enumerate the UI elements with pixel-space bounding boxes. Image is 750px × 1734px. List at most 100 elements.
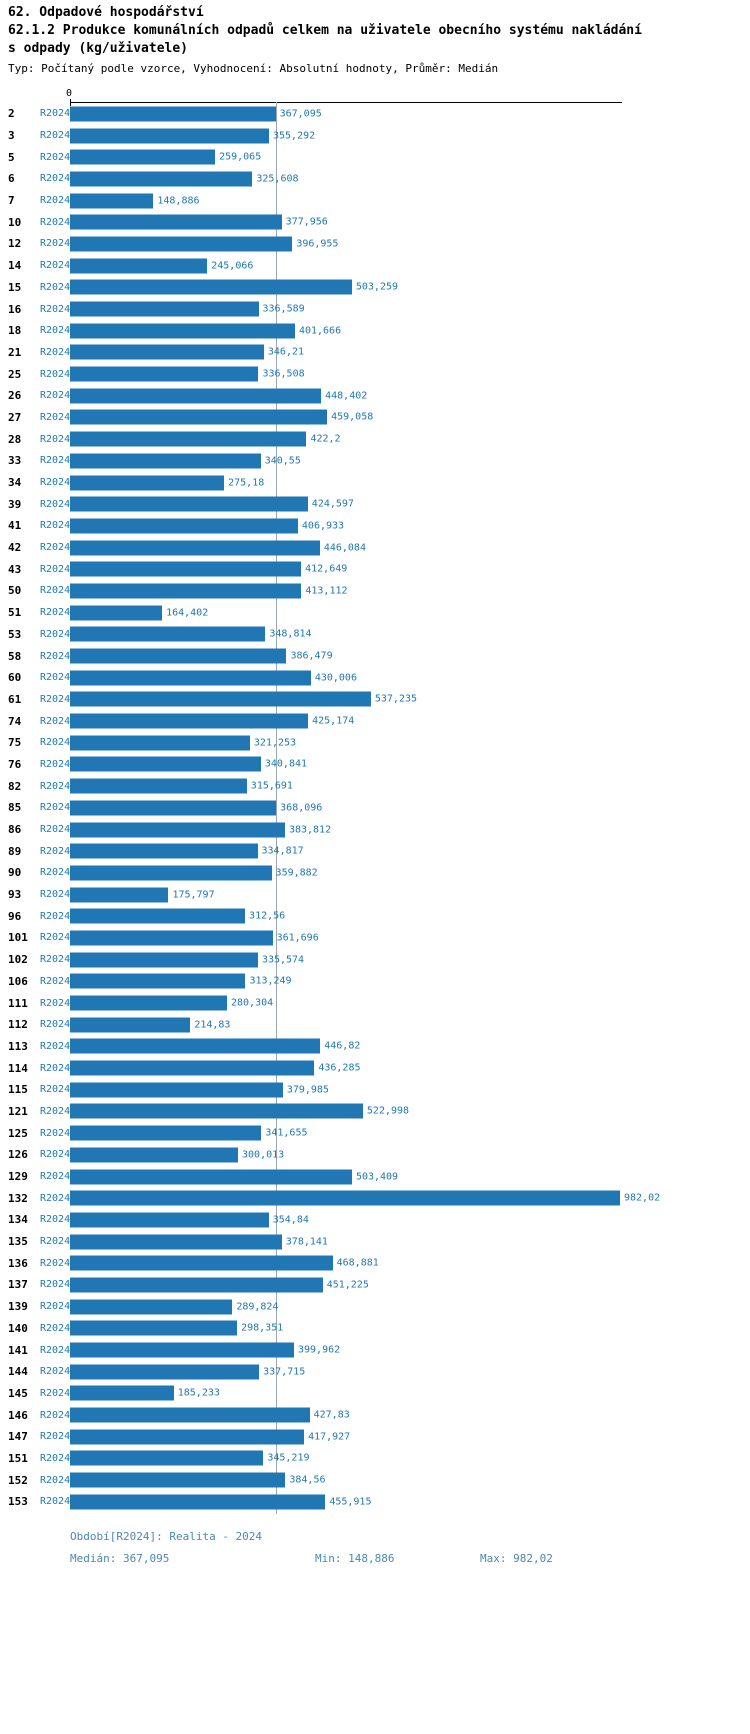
series-label: R2024 <box>40 1171 71 1183</box>
row-category-label: 7 <box>8 194 15 208</box>
bar-value-label: 455,915 <box>329 1496 372 1508</box>
chart-row: 85 R2024 368,096 <box>0 797 750 819</box>
bar-value-label: 341,655 <box>265 1127 308 1139</box>
chart-row: 145 R2024 185,233 <box>0 1383 750 1405</box>
chart-row: 135 R2024 378,141 <box>0 1231 750 1253</box>
value-bar <box>70 518 298 534</box>
chart-row: 114 R2024 436,285 <box>0 1057 750 1079</box>
chart-row: 76 R2024 340,841 <box>0 754 750 776</box>
series-label: R2024 <box>40 1322 71 1334</box>
row-category-label: 76 <box>8 757 22 771</box>
value-bar <box>70 540 320 556</box>
chart-row: 112 R2024 214,83 <box>0 1014 750 1036</box>
chart-row: 43 R2024 412,649 <box>0 558 750 580</box>
row-category-label: 102 <box>8 953 28 967</box>
row-category-label: 113 <box>8 1039 28 1053</box>
row-plot-area: 425,174 <box>70 710 750 732</box>
row-category-label: 129 <box>8 1170 28 1184</box>
row-category-label: 106 <box>8 974 28 988</box>
row-plot-area: 361,696 <box>70 927 750 949</box>
bar-value-label: 148,886 <box>157 195 200 207</box>
chart-row: 93 R2024 175,797 <box>0 884 750 906</box>
chart-row: 21 R2024 346,21 <box>0 342 750 364</box>
series-label: R2024 <box>40 1279 71 1291</box>
series-label: R2024 <box>40 498 71 510</box>
row-category-label: 15 <box>8 280 22 294</box>
bar-value-label: 378,141 <box>285 1236 328 1248</box>
series-label: R2024 <box>40 346 71 358</box>
row-plot-area: 315,691 <box>70 775 750 797</box>
bar-value-label: 289,824 <box>236 1301 279 1313</box>
row-category-label: 43 <box>8 562 22 576</box>
value-bar <box>70 258 208 274</box>
report-header: 62. Odpadové hospodářství 62.1.2 Produkc… <box>0 0 750 76</box>
chart-row: 144 R2024 337,715 <box>0 1361 750 1383</box>
chart-row: 61 R2024 537,235 <box>0 689 750 711</box>
row-category-label: 114 <box>8 1061 28 1075</box>
row-plot-area: 164,402 <box>70 602 750 624</box>
bar-value-label: 430,006 <box>314 672 357 684</box>
chart-row: 5 R2024 259,065 <box>0 146 750 168</box>
series-label: R2024 <box>40 693 71 705</box>
bar-value-label: 245,066 <box>211 260 254 272</box>
value-bar <box>70 171 253 187</box>
series-label: R2024 <box>40 1409 71 1421</box>
row-category-label: 121 <box>8 1104 28 1118</box>
value-bar <box>70 583 302 599</box>
row-plot-area: 368,096 <box>70 797 750 819</box>
row-category-label: 126 <box>8 1148 28 1162</box>
row-category-label: 27 <box>8 410 22 424</box>
row-plot-area: 312,56 <box>70 905 750 927</box>
row-plot-area: 379,985 <box>70 1079 750 1101</box>
series-label: R2024 <box>40 737 71 749</box>
series-label: R2024 <box>40 607 71 619</box>
bar-value-label: 321,253 <box>253 737 297 749</box>
series-label: R2024 <box>40 780 71 792</box>
series-label: R2024 <box>40 954 71 966</box>
series-label: R2024 <box>40 715 71 727</box>
series-label: R2024 <box>40 325 71 337</box>
value-bar <box>70 1125 262 1141</box>
value-bar <box>70 1472 286 1488</box>
series-label: R2024 <box>40 477 71 489</box>
chart-row: 106 R2024 313,249 <box>0 971 750 993</box>
chart-row: 140 R2024 298,351 <box>0 1318 750 1340</box>
series-label: R2024 <box>40 173 71 185</box>
bar-value-label: 417,927 <box>308 1431 351 1443</box>
chart-row: 25 R2024 336,508 <box>0 363 750 385</box>
row-plot-area: 401,666 <box>70 320 750 342</box>
row-plot-area: 459,058 <box>70 407 750 429</box>
row-category-label: 151 <box>8 1451 28 1465</box>
chart-row: 113 R2024 446,82 <box>0 1036 750 1058</box>
series-label: R2024 <box>40 628 71 640</box>
series-label: R2024 <box>40 260 71 272</box>
row-plot-area: 522,998 <box>70 1101 750 1123</box>
chart-row: 2 R2024 367,095 <box>0 103 750 125</box>
bar-value-label: 346,21 <box>267 346 305 358</box>
series-label: R2024 <box>40 195 71 207</box>
bar-value-label: 275,18 <box>228 477 265 489</box>
series-label: R2024 <box>40 151 71 163</box>
row-plot-area: 346,21 <box>70 342 750 364</box>
bar-value-label: 377,956 <box>285 216 328 228</box>
series-label: R2024 <box>40 368 71 380</box>
bar-value-label: 459,058 <box>331 411 374 423</box>
chart-row: 10 R2024 377,956 <box>0 211 750 233</box>
series-label: R2024 <box>40 1301 71 1313</box>
row-plot-area: 280,304 <box>70 992 750 1014</box>
bar-value-label: 448,402 <box>325 390 368 402</box>
row-plot-area: 537,235 <box>70 689 750 711</box>
bar-value-label: 354,84 <box>272 1214 309 1226</box>
row-plot-area: 336,589 <box>70 298 750 320</box>
row-plot-area: 341,655 <box>70 1122 750 1144</box>
row-plot-area: 214,83 <box>70 1014 750 1036</box>
value-bar <box>70 431 307 447</box>
chart-title-line-2: s odpady (kg/uživatele) <box>8 41 189 56</box>
chart-row: 89 R2024 334,817 <box>0 840 750 862</box>
row-plot-area: 355,292 <box>70 125 750 147</box>
row-plot-area: 503,259 <box>70 277 750 299</box>
row-plot-area: 289,824 <box>70 1296 750 1318</box>
row-plot-area: 340,55 <box>70 450 750 472</box>
bar-value-label: 422,2 <box>310 433 341 445</box>
row-plot-area: 422,2 <box>70 428 750 450</box>
